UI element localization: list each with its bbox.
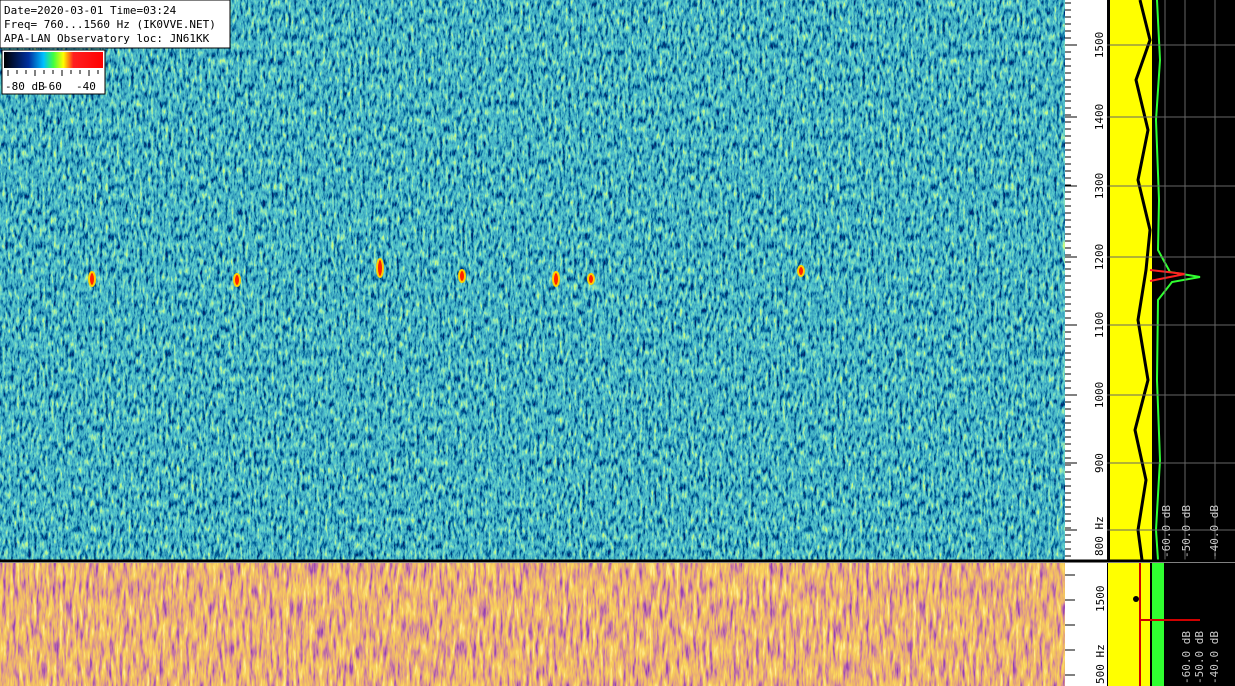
freq-ticks bbox=[1065, 2, 1077, 557]
lower-waterfall bbox=[0, 563, 1065, 686]
lower-level-label: -60.0 dB bbox=[1180, 631, 1193, 684]
lower-spectrum-peak bbox=[1139, 563, 1200, 686]
lower-freq-label: 1500 bbox=[1094, 586, 1107, 613]
lower-spectrum-max bbox=[1152, 563, 1164, 686]
freq-label: 900 bbox=[1093, 453, 1106, 473]
spectrum-max bbox=[1154, 0, 1201, 561]
freq-label: 1300 bbox=[1093, 173, 1106, 200]
freq-scale bbox=[1065, 0, 1107, 560]
level-label: -40.0 dB bbox=[1208, 505, 1221, 558]
site-line: APA-LAN Observatory loc: JN61KK bbox=[4, 32, 210, 45]
freq-label: 1500 bbox=[1093, 32, 1106, 59]
freq-labels: 1500 1400 1300 1200 1100 1000 900 800 Hz bbox=[1093, 32, 1106, 556]
freq-label: 1000 bbox=[1093, 382, 1106, 409]
spectrum-grid bbox=[1107, 0, 1235, 560]
lower-spectrum-area bbox=[1108, 563, 1150, 686]
lower-level-label: -40.0 dB bbox=[1208, 631, 1221, 684]
freq-line: Freq= 760...1560 Hz (IK0VVE.NET) bbox=[4, 18, 216, 31]
level-label: -60.0 dB bbox=[1160, 505, 1173, 558]
lower-freq-label: 500 Hz bbox=[1094, 644, 1107, 684]
colorbar-ticks bbox=[7, 70, 99, 76]
colorbar-label: -40 bbox=[76, 80, 96, 93]
colorbar-label: -80 dB bbox=[5, 80, 45, 93]
waterfall bbox=[0, 0, 1065, 560]
spectrum-avg bbox=[1133, 0, 1152, 561]
freq-label: 1100 bbox=[1093, 312, 1106, 339]
colorbar-label: -60 bbox=[42, 80, 62, 93]
freq-label: 1400 bbox=[1093, 104, 1106, 131]
colorbar bbox=[4, 52, 103, 68]
header-box bbox=[0, 0, 231, 49]
level-label: -50.0 dB bbox=[1180, 505, 1193, 558]
date-line: Date=2020-03-01 Time=03:24 bbox=[4, 4, 177, 17]
freq-label: 1200 bbox=[1093, 244, 1106, 271]
lower-level-label: -50.0 dB bbox=[1193, 631, 1206, 684]
meteor-echoes bbox=[88, 258, 805, 287]
freq-label: 800 Hz bbox=[1093, 516, 1106, 556]
lower-marker bbox=[1133, 596, 1139, 602]
lower-freq-ticks bbox=[1065, 574, 1075, 676]
